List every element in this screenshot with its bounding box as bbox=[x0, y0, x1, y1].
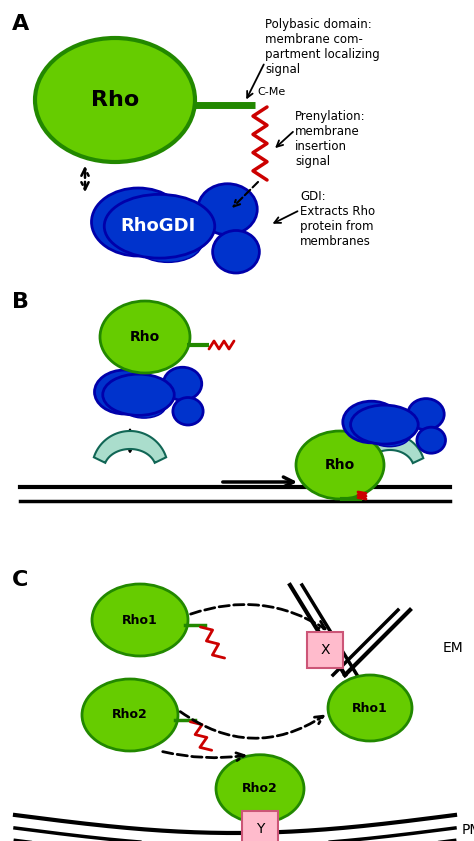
Text: C-Me: C-Me bbox=[257, 87, 285, 97]
Ellipse shape bbox=[92, 584, 188, 656]
Text: Prenylation:
membrane
insertion
signal: Prenylation: membrane insertion signal bbox=[295, 110, 365, 168]
Ellipse shape bbox=[296, 431, 384, 499]
Text: Rho2: Rho2 bbox=[242, 782, 278, 796]
Text: GDI:
Extracts Rho
protein from
membranes: GDI: Extracts Rho protein from membranes bbox=[300, 190, 375, 248]
Text: RhoGDI: RhoGDI bbox=[120, 217, 195, 235]
Ellipse shape bbox=[104, 194, 215, 258]
Ellipse shape bbox=[35, 38, 195, 162]
Ellipse shape bbox=[417, 427, 446, 453]
Ellipse shape bbox=[384, 415, 416, 440]
Ellipse shape bbox=[369, 423, 410, 447]
Ellipse shape bbox=[173, 398, 203, 425]
Text: A: A bbox=[12, 14, 29, 34]
Text: Rho: Rho bbox=[91, 90, 139, 110]
FancyArrowPatch shape bbox=[180, 711, 323, 738]
Text: Rho1: Rho1 bbox=[352, 701, 388, 715]
Ellipse shape bbox=[94, 370, 155, 414]
FancyArrowPatch shape bbox=[191, 605, 325, 629]
Ellipse shape bbox=[408, 399, 444, 430]
Ellipse shape bbox=[82, 679, 178, 751]
Polygon shape bbox=[357, 434, 423, 463]
Ellipse shape bbox=[122, 394, 166, 418]
Ellipse shape bbox=[343, 401, 400, 443]
Ellipse shape bbox=[138, 383, 172, 411]
Ellipse shape bbox=[163, 368, 202, 400]
Ellipse shape bbox=[198, 183, 257, 235]
Ellipse shape bbox=[103, 374, 174, 415]
Text: Polybasic domain:
membrane com-
partment localizing
signal: Polybasic domain: membrane com- partment… bbox=[265, 18, 380, 76]
Bar bbox=[307, 632, 343, 668]
Text: PM: PM bbox=[462, 823, 474, 837]
Text: C: C bbox=[12, 570, 28, 590]
Ellipse shape bbox=[213, 230, 259, 273]
Ellipse shape bbox=[159, 209, 210, 251]
Text: Rho1: Rho1 bbox=[122, 613, 158, 627]
Text: Rho: Rho bbox=[130, 330, 160, 344]
Text: Rho2: Rho2 bbox=[112, 708, 148, 722]
Ellipse shape bbox=[216, 754, 304, 822]
Ellipse shape bbox=[91, 188, 185, 256]
Text: Y: Y bbox=[256, 822, 264, 836]
Ellipse shape bbox=[328, 675, 412, 741]
Text: Rho: Rho bbox=[325, 458, 355, 472]
Ellipse shape bbox=[134, 224, 202, 262]
FancyArrowPatch shape bbox=[163, 752, 244, 760]
Text: X: X bbox=[320, 643, 330, 657]
Polygon shape bbox=[94, 431, 166, 463]
Text: EM: EM bbox=[443, 641, 464, 655]
Ellipse shape bbox=[351, 405, 418, 444]
Text: B: B bbox=[12, 292, 29, 312]
Bar bbox=[242, 811, 278, 841]
Ellipse shape bbox=[100, 301, 190, 373]
